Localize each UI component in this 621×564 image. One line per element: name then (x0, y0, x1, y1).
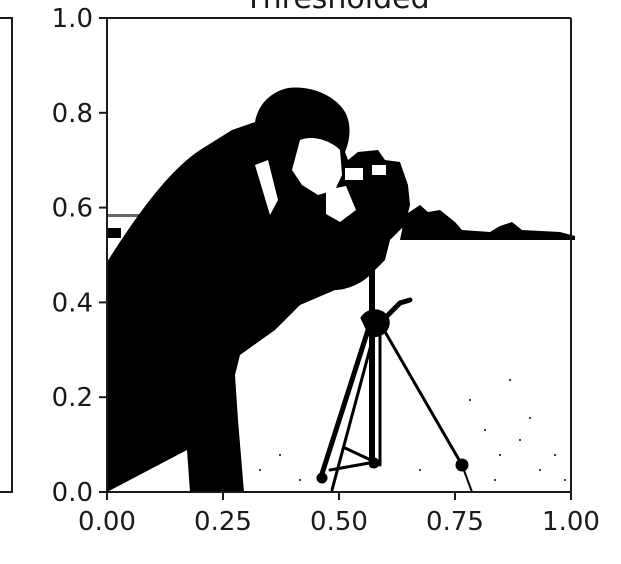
x-tick-label: 0.25 (194, 507, 252, 537)
collar-highlight (255, 160, 278, 215)
x-tick-label: 1.00 (542, 507, 600, 537)
tripod (316, 237, 473, 493)
face-highlight (292, 138, 342, 195)
y-tick-label: 0.0 (52, 478, 93, 508)
x-tick-label: 0.75 (426, 507, 484, 537)
horizon-buildings (400, 205, 575, 240)
plot-area: 0.00 0.25 0.50 0.75 1.00 0.0 0.2 0.4 0.6 0.8 1.0 (52, 4, 600, 537)
left-horizon-mark (107, 228, 121, 238)
camera-detail-2 (372, 165, 386, 175)
y-axis: 0.0 0.2 0.4 0.6 0.8 1.0 (52, 4, 107, 508)
x-tick-label: 0.50 (310, 507, 368, 537)
hand-highlight (326, 186, 356, 222)
adjacent-panel-edge (0, 17, 13, 493)
x-axis: 0.00 0.25 0.50 0.75 1.00 (78, 492, 600, 537)
y-tick-label: 0.4 (52, 288, 93, 318)
x-tick-label: 0.00 (78, 507, 136, 537)
thresholded-image (107, 87, 575, 493)
camera-detail (345, 168, 363, 180)
y-tick-label: 0.6 (52, 194, 93, 224)
ground-speckles (259, 379, 566, 481)
left-horizon-dots (107, 214, 157, 217)
y-tick-label: 0.2 (52, 383, 93, 413)
chart-title: Thresholded (243, 0, 429, 16)
y-tick-label: 1.0 (52, 4, 93, 34)
y-tick-label: 0.8 (52, 99, 93, 129)
